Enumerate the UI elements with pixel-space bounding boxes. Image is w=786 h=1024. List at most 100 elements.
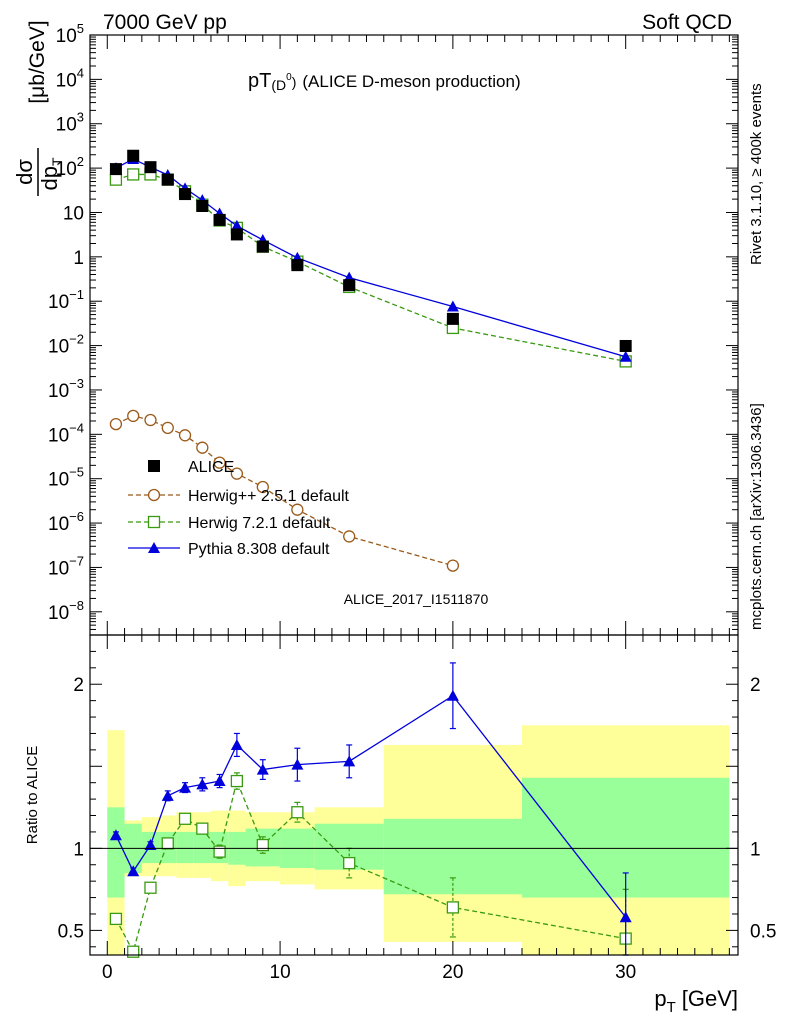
plot-title-sub: (D: [271, 77, 286, 93]
ratio-point-pythia-8-308-default: [230, 738, 243, 750]
main-point-herwig-2-5-1-default: [127, 409, 140, 423]
ratio-point-pythia-8-308-default: [179, 781, 192, 793]
ratio-uncertainty-bands: [107, 725, 730, 955]
rivet-version-label: Rivet 3.1.10, ≥ 400k events: [748, 83, 765, 265]
main-point-herwig-2-5-1-default: [144, 413, 157, 427]
ratio-plot-frame: [89, 634, 739, 956]
y-axis-title-main: dσ dpT [μb/GeV]: [12, 20, 65, 196]
main-y-tick-label: 102: [56, 154, 84, 180]
ratio-y-tick-label-left: 0.5: [58, 921, 84, 942]
main-point-alice: [127, 149, 140, 162]
main-plot-series: [109, 149, 632, 572]
ratio-point-pythia-8-308-default: [196, 778, 209, 790]
y-axis-title-den-sub: T: [49, 157, 65, 166]
legend-label-alice: ALICE: [188, 459, 234, 476]
band-stat-11: [383, 818, 522, 895]
ratio-point-pythia-8-308-default: [127, 865, 140, 877]
main-point-herwig-2-5-1-default: [256, 480, 269, 494]
main-y-tick-label-exp: −6: [69, 509, 84, 524]
ratio-y-tick-label-left: 2: [73, 675, 84, 696]
ratio-point-herwig-7-2-1-default: [127, 945, 140, 958]
main-point-alice: [230, 228, 243, 241]
main-y-tick-label-exp: 3: [77, 110, 84, 125]
band-stat-0: [107, 807, 125, 898]
main-point-alice: [161, 173, 174, 186]
main-y-tick-label: 10−8: [48, 598, 84, 624]
main-y-tick-label: 10: [63, 203, 84, 224]
main-y-tick-label: 10−5: [48, 465, 84, 491]
main-y-tick-label-exp: 2: [77, 154, 84, 169]
main-point-alice: [179, 188, 192, 201]
ratio-point-herwig-7-2-1-default: [161, 837, 174, 850]
main-y-tick-label-base: 10: [48, 337, 69, 358]
plot-title-sup: 0: [286, 72, 292, 83]
legend-marker-herwig7: [147, 515, 161, 529]
legend-label-pythia: Pythia 8.308 default: [188, 541, 330, 558]
main-y-tick-label-base: 10: [56, 70, 77, 91]
main-point-herwig-2-5-1-default: [196, 441, 209, 454]
x-tick-label: 10: [270, 962, 291, 983]
ratio-point-herwig-7-2-1-default: [256, 838, 269, 852]
main-point-alice: [343, 279, 356, 292]
y-axis-title-num: dσ: [12, 159, 37, 185]
main-y-tick-label: 10−6: [48, 509, 84, 535]
main-point-herwig-7-2-1-default: [127, 168, 140, 181]
main-y-tick-label-exp: −8: [69, 598, 84, 613]
ratio-point-pythia-8-308-default: [213, 775, 226, 787]
main-y-tick-label-exp: −2: [69, 332, 84, 347]
y-axis-title-units: [μb/GeV]: [26, 20, 49, 103]
main-point-alice: [291, 259, 304, 272]
ratio-point-herwig-7-2-1-default: [196, 822, 209, 835]
main-point-herwig-2-5-1-default: [446, 559, 460, 572]
ratio-point-herwig-7-2-1-default: [446, 901, 460, 914]
main-y-tick-label: 10−1: [48, 287, 84, 313]
main-point-alice: [256, 240, 269, 253]
legend-marker-pythia: [148, 542, 160, 553]
band-stat-5: [193, 831, 211, 864]
main-point-herwig-2-5-1-default: [230, 467, 244, 480]
plot-title: pT(D0) (ALICE D-meson production): [248, 70, 521, 93]
ratio-y-tick-label-right: 0.5: [750, 921, 776, 942]
ratio-plot-ticks: 0 10 20 300.5 0.51 12 2: [58, 35, 776, 983]
main-point-pythia-8-308-default: [619, 350, 632, 362]
x-tick-label: 20: [442, 962, 463, 983]
main-point-pythia-8-308-default: [230, 219, 243, 231]
main-y-tick-label-exp: −3: [69, 376, 84, 391]
main-y-tick-label-base: 10: [56, 159, 77, 180]
main-point-herwig-2-5-1-default: [291, 503, 304, 516]
main-point-herwig-2-5-1-default: [343, 530, 356, 543]
ratio-point-pythia-8-308-default: [256, 763, 269, 775]
main-point-alice: [196, 199, 209, 212]
ratio-point-pythia-8-308-default: [109, 829, 122, 841]
main-y-tick-label-base: 10: [48, 425, 69, 446]
main-plot-ticks: 10510410310210110−110−210−310−410−510−61…: [48, 21, 738, 636]
ratio-point-pythia-8-308-default: [144, 839, 157, 851]
ratio-point-herwig-7-2-1-default: [144, 881, 157, 894]
main-point-herwig-2-5-1-default: [161, 421, 174, 434]
main-y-tick-label-base: 10: [48, 514, 69, 535]
main-y-tick-label-exp: 5: [77, 21, 84, 36]
main-y-tick-label-exp: −5: [69, 465, 84, 480]
plot-title-main: pT: [248, 70, 271, 92]
mcplots-label: mcplots.cern.ch [arXiv:1306.3436]: [748, 403, 765, 630]
main-point-herwig-2-5-1-default: [178, 429, 192, 442]
main-y-tick-label: 10−2: [48, 332, 84, 358]
main-y-tick-label-exp: −7: [69, 553, 84, 568]
main-point-alice: [619, 339, 632, 352]
main-y-tick-label-base: 10: [48, 603, 69, 624]
main-point-herwig-2-5-1-default: [109, 417, 123, 431]
ratio-y-tick-label-right: 1: [750, 839, 761, 860]
main-y-tick-label: 1: [73, 248, 84, 269]
x-axis-title-units: [GeV]: [682, 986, 738, 1011]
main-y-tick-label-base: 10: [48, 470, 69, 491]
main-point-alice: [144, 161, 157, 174]
header-energy-label: 7000 GeV pp: [103, 11, 227, 34]
ratio-point-herwig-7-2-1-default: [291, 806, 304, 819]
main-point-herwig-7-2-1-default: [109, 173, 123, 186]
main-y-tick-label-base: 10: [48, 381, 69, 402]
ratio-point-herwig-7-2-1-default: [178, 812, 192, 825]
ratio-y-axis-title: Ratio to ALICE: [24, 746, 41, 844]
ratio-point-pythia-8-308-default: [619, 911, 632, 923]
plot-title-close: ): [292, 74, 297, 90]
